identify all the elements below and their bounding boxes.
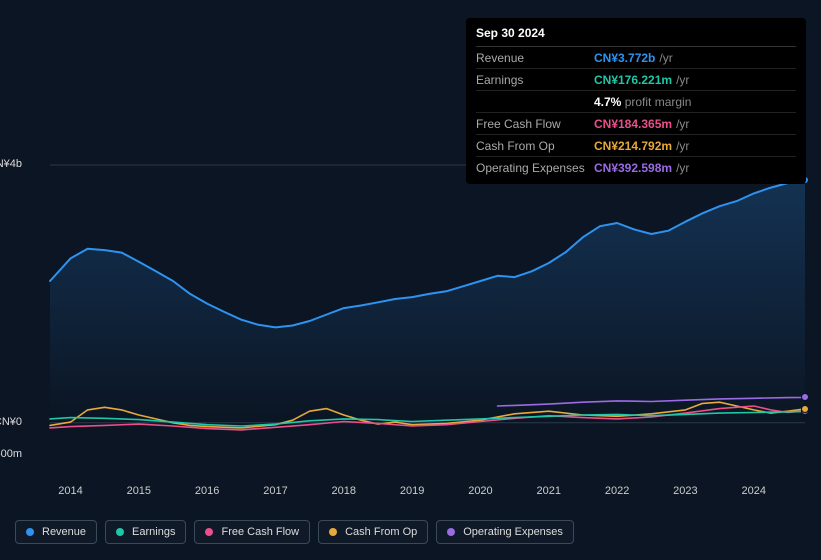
tooltip-row: EarningsCN¥176.221m/yr	[476, 69, 796, 91]
legend-item-revenue[interactable]: Revenue	[15, 520, 97, 544]
chart-area[interactable]: CN¥4bCN¥0-CN¥500m	[15, 155, 805, 475]
chart-svg	[15, 155, 805, 475]
tooltip-subrow: 4.7% profit margin	[476, 91, 796, 113]
legend-label: Cash From Op	[345, 526, 417, 538]
tooltip-value: CN¥3.772b	[594, 51, 655, 65]
tooltip-unit: /yr	[676, 139, 689, 153]
x-tick-label: 2019	[400, 485, 424, 497]
x-tick-label: 2024	[742, 485, 766, 497]
x-tick-label: 2016	[195, 485, 219, 497]
tooltip-row: RevenueCN¥3.772b/yr	[476, 47, 796, 69]
y-tick-label: -CN¥500m	[0, 448, 22, 460]
tooltip-label: Earnings	[476, 73, 594, 87]
legend-item-opex[interactable]: Operating Expenses	[436, 520, 574, 544]
x-tick-label: 2020	[468, 485, 492, 497]
legend-label: Free Cash Flow	[221, 526, 299, 538]
legend-item-fcf[interactable]: Free Cash Flow	[194, 520, 310, 544]
series-end-marker	[801, 393, 809, 401]
legend-dot	[329, 528, 337, 536]
tooltip-label: Revenue	[476, 51, 594, 65]
x-tick-label: 2014	[58, 485, 82, 497]
tooltip-row: Free Cash FlowCN¥184.365m/yr	[476, 113, 796, 135]
legend-dot	[205, 528, 213, 536]
x-tick-label: 2018	[332, 485, 356, 497]
tooltip-value: CN¥184.365m	[594, 117, 672, 131]
x-tick-label: 2023	[673, 485, 697, 497]
tooltip-label: Cash From Op	[476, 139, 594, 153]
data-tooltip: Sep 30 2024 RevenueCN¥3.772b/yrEarningsC…	[466, 18, 806, 184]
legend-item-earnings[interactable]: Earnings	[105, 520, 186, 544]
series-end-marker	[801, 405, 809, 413]
legend-dot	[447, 528, 455, 536]
legend-item-cfo[interactable]: Cash From Op	[318, 520, 428, 544]
legend-label: Revenue	[42, 526, 86, 538]
tooltip-row: Cash From OpCN¥214.792m/yr	[476, 135, 796, 157]
tooltip-value: CN¥214.792m	[594, 139, 672, 153]
x-tick-label: 2017	[263, 485, 287, 497]
legend-label: Operating Expenses	[463, 526, 563, 538]
tooltip-unit: /yr	[676, 117, 689, 131]
tooltip-label: Free Cash Flow	[476, 117, 594, 131]
legend-dot	[116, 528, 124, 536]
tooltip-unit: /yr	[676, 161, 689, 175]
legend-label: Earnings	[132, 526, 175, 538]
tooltip-date: Sep 30 2024	[476, 26, 796, 47]
y-tick-label: CN¥4b	[0, 158, 22, 170]
x-tick-label: 2021	[537, 485, 561, 497]
legend: Revenue Earnings Free Cash Flow Cash From O…	[15, 520, 574, 544]
tooltip-row: Operating ExpensesCN¥392.598m/yr	[476, 157, 796, 178]
tooltip-value: CN¥176.221m	[594, 73, 672, 87]
legend-dot	[26, 528, 34, 536]
y-tick-label: CN¥0	[0, 416, 22, 428]
tooltip-value: CN¥392.598m	[594, 161, 672, 175]
x-tick-label: 2015	[127, 485, 151, 497]
tooltip-unit: /yr	[676, 73, 689, 87]
x-axis: 2014 2015 2016 2017 2018 2019 2020 2021 2022 2023…	[15, 485, 805, 505]
tooltip-label: Operating Expenses	[476, 161, 594, 175]
tooltip-unit: /yr	[659, 51, 672, 65]
x-tick-label: 2022	[605, 485, 629, 497]
